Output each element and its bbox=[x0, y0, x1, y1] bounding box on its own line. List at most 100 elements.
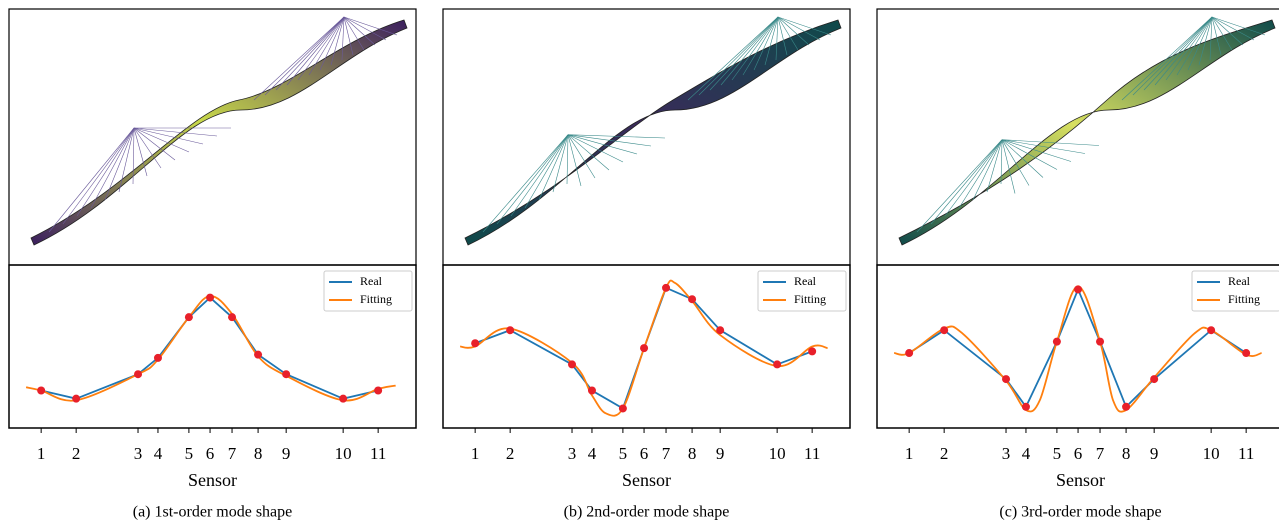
plot-frame bbox=[8, 264, 417, 429]
cable bbox=[330, 16, 345, 66]
sensor-point bbox=[587, 386, 596, 395]
cable bbox=[1211, 16, 1222, 56]
cable bbox=[687, 16, 779, 101]
x-tick-label: 8 bbox=[1122, 444, 1131, 463]
sensor-point bbox=[716, 326, 725, 335]
legend-label: Real bbox=[360, 274, 383, 288]
cable bbox=[133, 127, 218, 137]
cable bbox=[510, 134, 569, 217]
cable bbox=[524, 134, 569, 209]
caption: (a) 1st-order mode shape bbox=[133, 504, 293, 521]
x-tick-label: 3 bbox=[568, 444, 577, 463]
cable bbox=[264, 16, 345, 96]
x-tick-label: 4 bbox=[1022, 444, 1031, 463]
cable bbox=[1001, 139, 1086, 154]
cable bbox=[343, 16, 354, 56]
cable bbox=[133, 127, 162, 169]
sensor-point bbox=[940, 326, 949, 335]
cable bbox=[482, 134, 569, 233]
cable bbox=[1209, 16, 1213, 61]
plot-frame bbox=[442, 264, 851, 429]
sensor-point bbox=[37, 386, 46, 395]
cable bbox=[90, 127, 135, 209]
sensor-point bbox=[339, 394, 348, 403]
cable bbox=[133, 127, 148, 177]
sensor-point bbox=[808, 347, 817, 356]
x-tick-label: 10 bbox=[335, 444, 352, 463]
x-tick-label: 10 bbox=[769, 444, 786, 463]
cable bbox=[1187, 16, 1213, 71]
sensor-point bbox=[688, 295, 697, 304]
sensor-point bbox=[184, 313, 193, 322]
sensor-point bbox=[1002, 375, 1011, 384]
cable bbox=[1211, 16, 1244, 46]
sensor-point bbox=[905, 349, 914, 358]
cable bbox=[1001, 139, 1030, 186]
sensor-point bbox=[282, 370, 291, 379]
x-axis-label: Sensor bbox=[622, 470, 671, 490]
sensor-point bbox=[506, 326, 515, 335]
sensor-point bbox=[1096, 337, 1105, 346]
caption: (b) 2nd-order mode shape bbox=[564, 504, 730, 521]
cable bbox=[133, 127, 204, 145]
x-tick-label: 9 bbox=[716, 444, 725, 463]
cable bbox=[48, 127, 135, 233]
cable bbox=[1001, 139, 1016, 194]
x-tick-label: 5 bbox=[1053, 444, 1062, 463]
x-tick-label: 7 bbox=[228, 444, 237, 463]
x-tick-label: 11 bbox=[804, 444, 820, 463]
sensor-point bbox=[662, 283, 671, 292]
cable bbox=[777, 16, 810, 46]
cable bbox=[777, 16, 788, 56]
cable bbox=[104, 127, 135, 201]
legend-label: Fitting bbox=[794, 292, 826, 306]
x-tick-label: 4 bbox=[588, 444, 597, 463]
cable bbox=[720, 16, 779, 86]
cable bbox=[1000, 139, 1003, 185]
cable bbox=[1165, 16, 1213, 81]
x-tick-label: 11 bbox=[1238, 444, 1254, 463]
cable bbox=[133, 127, 176, 161]
x-tick-label: 1 bbox=[37, 444, 46, 463]
cable bbox=[496, 134, 569, 225]
sensor-point bbox=[1052, 337, 1061, 346]
cable bbox=[958, 139, 1003, 209]
cable bbox=[538, 134, 569, 201]
cable bbox=[777, 16, 832, 36]
cable bbox=[1176, 16, 1213, 76]
x-tick-label: 2 bbox=[506, 444, 515, 463]
cable bbox=[133, 127, 190, 153]
x-axis-label: Sensor bbox=[188, 470, 237, 490]
sensor-point bbox=[1150, 375, 1159, 384]
cable bbox=[1121, 16, 1213, 101]
cable bbox=[1154, 16, 1213, 86]
x-tick-label: 5 bbox=[185, 444, 194, 463]
sensor-point bbox=[72, 394, 81, 403]
cable bbox=[1001, 139, 1072, 162]
sensor-point bbox=[228, 313, 237, 322]
x-tick-label: 9 bbox=[282, 444, 291, 463]
x-tick-label: 6 bbox=[206, 444, 215, 463]
cable bbox=[1132, 16, 1213, 96]
x-axis-label: Sensor bbox=[1056, 470, 1105, 490]
cable bbox=[343, 16, 365, 51]
sensor-point bbox=[471, 339, 480, 348]
x-tick-label: 1 bbox=[905, 444, 914, 463]
cable bbox=[944, 139, 1003, 217]
x-tick-label: 4 bbox=[154, 444, 163, 463]
cable bbox=[308, 16, 345, 76]
cable bbox=[286, 16, 345, 86]
cable bbox=[698, 16, 779, 96]
cable bbox=[1211, 16, 1255, 41]
sensor-point bbox=[254, 350, 263, 359]
x-tick-label: 3 bbox=[134, 444, 143, 463]
cable bbox=[566, 134, 569, 185]
cable bbox=[916, 139, 1003, 233]
cable bbox=[709, 16, 779, 91]
cable bbox=[132, 127, 135, 185]
cable bbox=[1211, 16, 1233, 51]
cable bbox=[567, 134, 582, 187]
sensor-point bbox=[640, 344, 649, 353]
cable bbox=[1001, 139, 1058, 170]
